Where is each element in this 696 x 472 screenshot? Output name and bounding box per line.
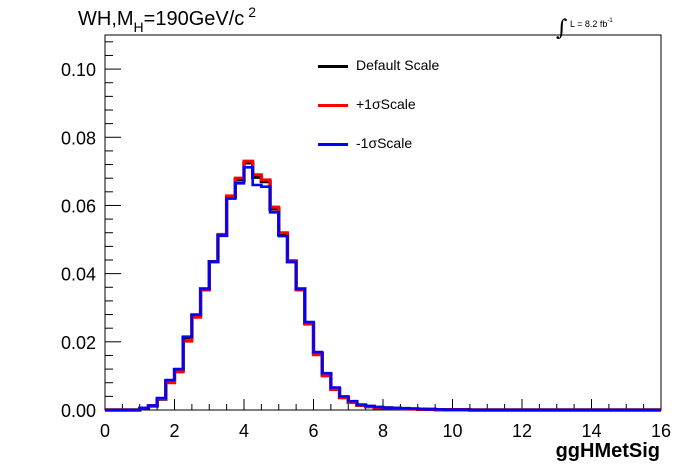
series-line [105, 161, 661, 412]
legend-swatch-minus [318, 143, 348, 146]
legend-label-default: Default Scale [356, 57, 440, 73]
x-tick-label: 10 [442, 421, 462, 441]
integral-symbol: ∫ [556, 16, 568, 41]
x-axis-label: ggHMetSig [555, 440, 660, 462]
legend-label-plus: +1σScale [356, 96, 416, 112]
y-tick-label: 0.06 [61, 196, 96, 216]
x-tick-label: 0 [100, 421, 110, 441]
y-tick-label: 0.02 [61, 333, 96, 353]
title-subscript: H [133, 19, 144, 35]
y-tick-label: 0.10 [61, 60, 96, 80]
lumi-superscript: -1 [607, 18, 613, 24]
luminosity-label: ∫ L = 8.2 fb-1 [556, 8, 613, 41]
x-tick-label: 8 [378, 421, 388, 441]
x-tick-label: 12 [512, 421, 532, 441]
y-tick-label: 0.00 [61, 401, 96, 421]
x-tick-label: 14 [581, 421, 601, 441]
y-tick-label: 0.08 [61, 128, 96, 148]
axes: 0 2 4 6 8 10 12 14 16 0.00 0.02 0.04 0.06 0.08 0.10 [61, 41, 671, 441]
plot-title: WH,MH=190GeV/c 2 [78, 4, 256, 35]
legend-swatch-plus [318, 104, 348, 107]
legend-swatch-default [318, 65, 348, 68]
x-tick-label: 4 [239, 421, 249, 441]
x-tick-label: 16 [651, 421, 671, 441]
title-superscript: 2 [248, 4, 257, 20]
x-tick-label: 2 [169, 421, 179, 441]
series-line [105, 159, 661, 412]
plot-frame [104, 34, 662, 411]
title-rest: =190GeV/c [143, 8, 245, 30]
lumi-text: L = 8.2 fb [569, 19, 608, 29]
series-layer [105, 159, 661, 412]
legend-label-minus: -1σScale [356, 135, 413, 151]
y-tick-label: 0.04 [61, 265, 96, 285]
series-line [105, 165, 661, 412]
x-tick-label: 6 [308, 421, 318, 441]
title-main: WH,M [78, 8, 134, 30]
